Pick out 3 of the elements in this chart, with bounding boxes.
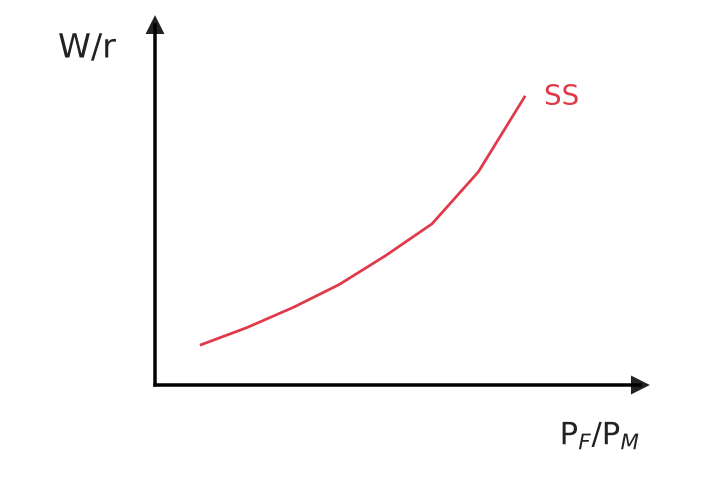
x-axis-title: P$_{F}$/P$_{M}$	[562, 422, 638, 450]
y-axis-title: W/r	[59, 33, 116, 61]
series-label: SS	[546, 84, 578, 106]
